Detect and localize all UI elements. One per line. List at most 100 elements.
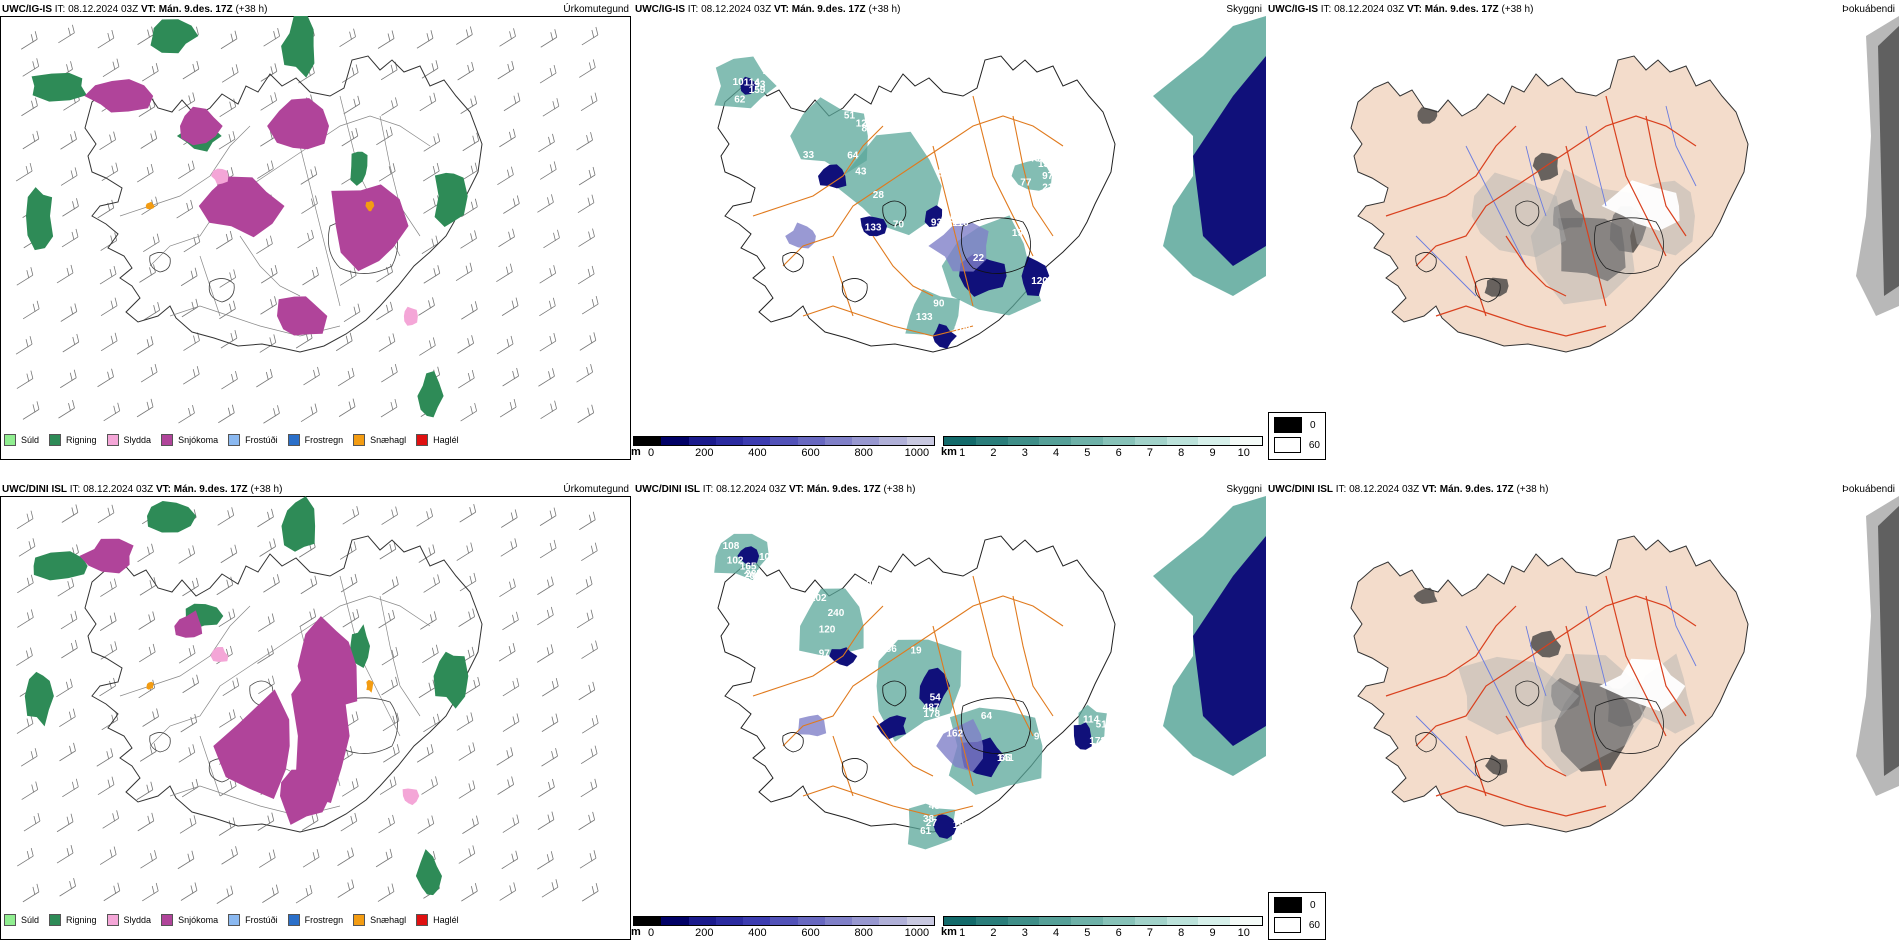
wind-barb <box>139 743 157 762</box>
wind-barb-feather <box>190 199 194 209</box>
wind-barb-feather <box>471 335 474 344</box>
wind-barb <box>581 883 599 902</box>
wind-barb-feather <box>588 814 592 823</box>
cloudbase-label: 102 <box>759 552 776 563</box>
wind-barb-staff <box>499 136 516 148</box>
wind-barb-staff <box>20 755 38 767</box>
wind-barb-feather <box>26 577 30 586</box>
wind-barb-feather <box>117 882 121 891</box>
icecap-outline <box>960 217 1031 274</box>
wind-barb-feather <box>590 132 593 141</box>
wind-barb-feather <box>70 170 74 179</box>
cloudbase-label: 70 <box>893 219 905 230</box>
wind-barb <box>295 884 313 904</box>
wind-barb-feather <box>312 852 316 861</box>
wind-barb-feather <box>233 98 237 107</box>
wind-barb-feather <box>310 169 314 178</box>
wind-barb-staff <box>56 852 74 864</box>
fog-legend-swatch <box>1274 917 1301 933</box>
cloudbase-label: 108 <box>954 324 971 335</box>
fog-clear-area <box>1599 658 1686 712</box>
wind-barb-staff <box>60 138 77 150</box>
wind-barb-feather <box>30 715 34 724</box>
wind-barb-staff <box>57 585 74 597</box>
wind-barb-feather <box>71 781 75 790</box>
wind-barb-feather <box>386 304 389 313</box>
wind-barb <box>15 336 33 355</box>
wind-barb-feather <box>551 882 555 891</box>
wind-barb-feather <box>388 612 391 622</box>
wind-barb-staff <box>503 203 520 214</box>
wind-barb-feather <box>33 815 37 825</box>
wind-barb-staff <box>218 138 236 150</box>
wind-barb <box>182 674 199 694</box>
wind-barb-staff <box>423 721 440 733</box>
wind-barb <box>381 506 398 525</box>
wind-barb <box>182 577 199 597</box>
wind-barb <box>580 745 598 765</box>
wind-barb-staff <box>502 375 519 387</box>
wind-barb-feather <box>473 504 477 513</box>
wind-barb-feather <box>351 367 355 377</box>
colorbar-step <box>879 437 907 445</box>
wind-barb-feather <box>230 547 234 556</box>
cloudbase-label: 33 <box>803 150 815 161</box>
wind-barb-staff <box>222 685 239 697</box>
wind-barb-feather <box>147 815 151 824</box>
colorbar-step <box>1007 917 1040 925</box>
wind-barb <box>575 576 593 595</box>
legend-item: Frostúði <box>228 434 278 446</box>
legend-swatch <box>353 434 366 446</box>
wind-barb-feather <box>474 95 478 104</box>
legend-swatch <box>287 434 300 446</box>
wind-barb-feather <box>510 512 514 521</box>
wind-barb-feather <box>433 611 437 620</box>
wind-barb-feather <box>436 713 440 722</box>
wind-barb <box>99 677 116 697</box>
wind-barb-staff <box>179 822 197 834</box>
wind-barb-staff <box>97 512 115 524</box>
wind-barb <box>263 574 280 593</box>
wind-barb-feather <box>433 268 437 277</box>
low-cloud-area <box>818 164 847 189</box>
wind-barb-feather <box>75 504 79 513</box>
wind-barb <box>337 879 355 898</box>
fog-legend-swatch <box>1274 897 1302 913</box>
wind-barb-staff <box>543 237 560 249</box>
wind-barb-staff <box>501 858 518 870</box>
colorbar-step <box>1039 437 1072 445</box>
fog-area <box>1485 754 1508 776</box>
low-cloud-area <box>737 546 760 566</box>
wind-barb-feather <box>112 813 116 822</box>
wind-barb <box>542 678 559 697</box>
legend-label: Frostregn <box>304 435 344 445</box>
low-cloud-area <box>1021 256 1050 296</box>
colorbar-step <box>1102 437 1135 445</box>
wind-barb <box>502 367 519 387</box>
fog-legend-row: 60 <box>1274 437 1320 453</box>
wind-barb <box>178 645 196 664</box>
wind-barb-staff <box>459 580 477 592</box>
cloudbase-label: 61 <box>920 826 932 837</box>
wind-barb-feather <box>587 407 591 416</box>
low-cloud-area <box>876 715 907 740</box>
wind-barb-feather <box>266 163 270 172</box>
colorbar-ramp <box>633 436 935 446</box>
wind-barb-feather <box>433 92 437 101</box>
wind-barb-feather <box>514 538 518 547</box>
road-line <box>972 575 1034 737</box>
wind-barb-feather <box>547 814 551 823</box>
wind-barb-staff <box>219 785 237 797</box>
wind-barb-staff <box>380 406 398 418</box>
wind-barb-staff <box>577 273 595 285</box>
wind-barb <box>461 883 478 902</box>
wind-barb-feather <box>235 370 238 380</box>
wind-barb-feather <box>271 645 274 654</box>
wind-barb-feather <box>591 265 595 275</box>
cloudbase-label: 131 <box>1038 159 1055 170</box>
wind-barb-feather <box>305 887 309 897</box>
wind-barb-feather <box>468 848 472 857</box>
wind-barb-feather <box>230 33 234 42</box>
icecap-outline <box>1515 680 1540 707</box>
road-line <box>752 605 884 697</box>
